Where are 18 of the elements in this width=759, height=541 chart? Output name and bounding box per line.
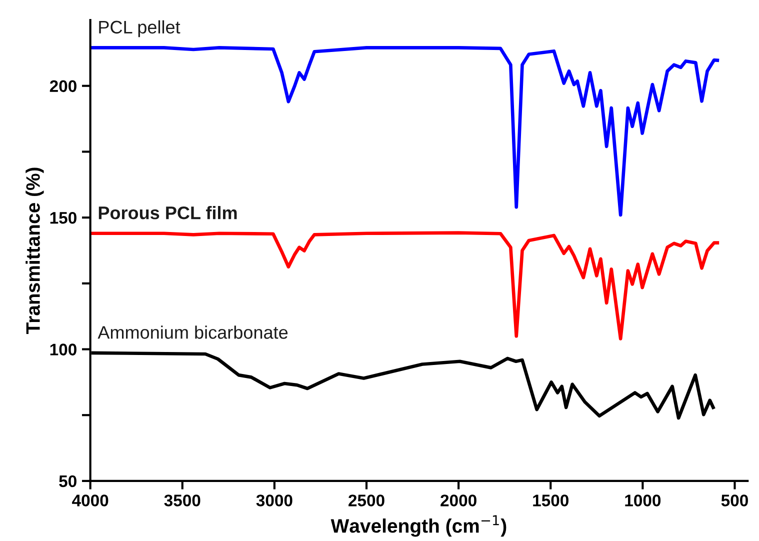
x-tick-label: 3500 xyxy=(164,494,200,506)
x-tick-label: 2000 xyxy=(440,494,476,506)
x-tick-label: 4000 xyxy=(72,494,108,506)
y-tick-label: 200 xyxy=(50,80,76,92)
x-tick-label: 1500 xyxy=(533,494,568,506)
series-label: Porous PCL film xyxy=(98,206,237,220)
x-tick-label: 1000 xyxy=(625,494,661,506)
series-label: Ammonium bicarbonate xyxy=(98,326,288,339)
series-label: PCL pellet xyxy=(99,20,180,38)
y-tick-label: 50 xyxy=(59,475,76,488)
y-tick-label: 150 xyxy=(50,212,76,224)
x-tick-label: 2500 xyxy=(348,494,384,506)
line-series xyxy=(90,231,720,340)
x-tick-label: 3000 xyxy=(256,494,292,506)
x-axis-title: Wavelength (cm$^{−1}$) xyxy=(330,515,506,537)
y-tick-label: 100 xyxy=(50,344,76,356)
y-axis-title: Transmittance (%) xyxy=(26,168,44,334)
x-tick-label: 500 xyxy=(721,494,748,506)
